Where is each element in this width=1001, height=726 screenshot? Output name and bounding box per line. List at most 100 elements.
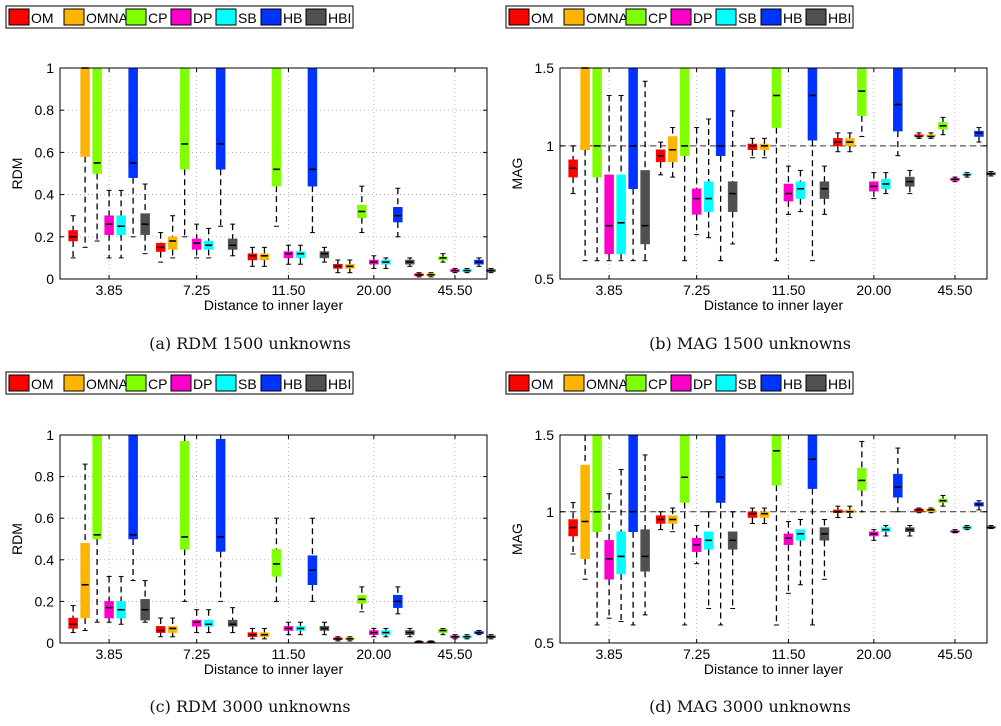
y-tick-label: 1.5 — [535, 427, 555, 443]
box-om-45.50 — [914, 132, 924, 139]
chart-panel-3: OM OMNA CP DP SB HB HBI 0 0.2 0.4 0.6 0.8 1 3.85 7.25 1… — [5, 371, 496, 677]
x-tick-label: 11.50 — [771, 282, 805, 298]
chart-panel-4: OM OMNA CP DP SB HB HBI 0.5 1 1.5 3.85 7.25 11.50 20.… — [505, 371, 996, 677]
box-om-3.85 — [568, 502, 578, 555]
x-tick-label: 7.25 — [183, 646, 210, 662]
box-om-11.50 — [747, 137, 758, 159]
legend-swatch — [8, 8, 30, 26]
legend-item-cp: CP — [625, 374, 667, 392]
box-omna-45.50 — [926, 507, 936, 514]
box-body — [393, 207, 403, 223]
y-tick-label: 0.6 — [35, 510, 55, 526]
legend-swatch — [805, 374, 827, 392]
legend-label: CP — [148, 10, 167, 26]
box-hbi-45.50 — [986, 525, 996, 530]
box-body — [604, 540, 614, 580]
legend-label: OM — [31, 376, 54, 392]
legend-swatch — [63, 8, 85, 26]
legend-item-sb: SB — [215, 374, 257, 392]
box-body — [215, 438, 226, 552]
x-tick-label: 45.50 — [437, 282, 472, 298]
series-sb — [116, 575, 472, 640]
box-body — [92, 434, 102, 540]
legend-item-hbi: HBI — [305, 8, 351, 26]
legend-label: HB — [783, 376, 802, 392]
legend: OM OMNA CP DP SB HB HBI — [5, 371, 354, 395]
legend-swatch — [170, 374, 192, 392]
box-om-7.25 — [155, 232, 166, 263]
legend-item-hb: HB — [760, 8, 802, 26]
series-cp — [92, 67, 448, 263]
box-dp-7.25 — [691, 525, 702, 565]
box-body — [580, 67, 590, 151]
legend-item-cp: CP — [625, 8, 667, 26]
box-body — [580, 464, 590, 560]
box-sb-20.00 — [881, 172, 891, 195]
axes-frame — [559, 434, 988, 644]
box-body — [215, 67, 226, 170]
box-body — [179, 67, 190, 170]
series-sb — [616, 94, 972, 262]
legend-item-om: OM — [8, 374, 54, 392]
box-omna-20.00 — [345, 259, 355, 274]
legend-item-sb: SB — [715, 374, 757, 392]
box-body — [592, 434, 602, 532]
x-tick-label: 7.25 — [683, 646, 710, 662]
x-tick-label: 3.85 — [95, 646, 122, 662]
legend-swatch — [170, 8, 192, 26]
y-tick-label: 1 — [546, 138, 554, 154]
caption-a: (a) RDM 1500 unknowns — [149, 334, 351, 353]
box-om-20.00 — [833, 505, 843, 519]
y-tick-label: 0 — [46, 635, 54, 651]
y-tick-label: 0.8 — [35, 469, 55, 485]
box-sb-20.00 — [381, 257, 391, 269]
box-hbi-7.25 — [227, 223, 238, 257]
box-dp-20.00 — [869, 529, 879, 541]
caption-c: (c) RDM 3000 unknowns — [149, 697, 351, 716]
box-body — [783, 183, 794, 202]
box-hbi-45.50 — [986, 171, 996, 177]
box-omna-20.00 — [845, 132, 855, 153]
series-hb — [128, 434, 484, 636]
series-hb — [628, 434, 984, 626]
x-tick-label: 11.50 — [771, 646, 805, 662]
box-omna-7.25 — [167, 215, 178, 259]
legend-item-om: OM — [8, 8, 54, 26]
box-omna-3.85 — [80, 463, 90, 632]
legend-item-sb: SB — [715, 8, 757, 26]
box-dp-45.50 — [450, 267, 460, 274]
box-hb-45.50 — [974, 500, 984, 511]
box-sb-11.50 — [795, 518, 806, 586]
legend-swatch — [805, 8, 827, 26]
x-tick-label: 20.00 — [356, 282, 391, 298]
box-om-7.25 — [155, 617, 166, 638]
series-om — [568, 502, 924, 555]
x-axis-label: Distance to inner layer — [204, 297, 344, 313]
x-tick-label: 7.25 — [183, 282, 210, 298]
box-body — [691, 188, 702, 215]
box-body — [715, 434, 726, 503]
legend-swatch — [563, 374, 585, 392]
y-tick-label: 1 — [46, 60, 54, 76]
box-body — [191, 619, 202, 627]
y-axis-label: MAG — [509, 158, 525, 190]
y-axis-label: RDM — [9, 158, 25, 190]
series-hbi — [140, 183, 496, 274]
box-om-3.85 — [68, 215, 78, 259]
box-body — [795, 181, 806, 199]
box-omna-20.00 — [845, 505, 855, 519]
legend-item-hbi: HBI — [805, 8, 851, 26]
box-hbi-3.85 — [140, 580, 150, 623]
series-om — [68, 605, 424, 644]
series-hbi — [140, 580, 496, 640]
box-body — [819, 181, 830, 199]
box-omna-7.25 — [667, 127, 678, 178]
caption-b: (b) MAG 1500 unknowns — [649, 334, 851, 353]
series-dp — [104, 575, 460, 640]
y-tick-label: 0 — [46, 271, 54, 287]
legend-swatch — [260, 8, 282, 26]
series-sb — [116, 189, 472, 274]
box-dp-7.25 — [691, 127, 702, 236]
series-hbi — [640, 454, 996, 616]
legend-swatch — [760, 8, 782, 26]
